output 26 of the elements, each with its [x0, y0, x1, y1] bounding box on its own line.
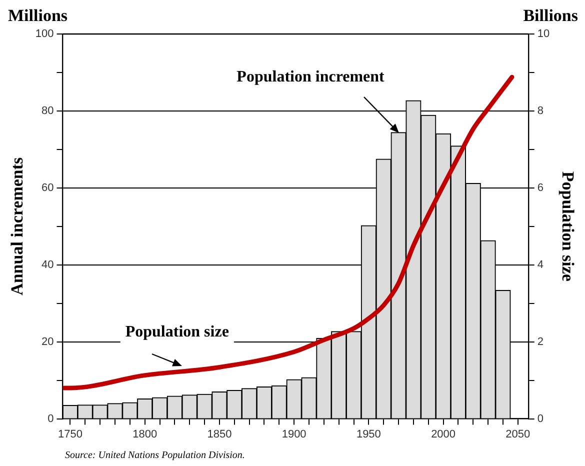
y-tick-label: 100	[35, 28, 54, 40]
y2-axis-title: Population size	[558, 171, 578, 282]
x-tick-label: 1900	[282, 428, 306, 440]
y2-tick-label: 2	[537, 336, 544, 348]
x-tick-label: 1850	[207, 428, 232, 440]
y-axis-title: Annual increments	[8, 156, 27, 296]
y2-tick-label: 0	[537, 412, 544, 425]
y-tick-label: 40	[42, 258, 54, 271]
annotation: Population increment	[236, 68, 386, 86]
y2-tick-label: 6	[537, 182, 544, 194]
x-tick-label: 1750	[58, 428, 82, 440]
x-tick-label: 2050	[506, 428, 530, 440]
y-tick-label: 20	[42, 336, 54, 348]
y2-tick-label: 10	[537, 28, 550, 40]
annotation: Population size	[125, 324, 229, 341]
x-tick-label: 2000	[431, 428, 456, 440]
y-tick-label: 60	[42, 182, 54, 194]
source-note: Source: United Nations Population Division.	[65, 450, 245, 461]
y-tick-label: 0	[48, 412, 54, 425]
y2-tick-label: 8	[537, 104, 544, 117]
y-tick-label: 80	[42, 104, 54, 117]
x-tick-label: 1800	[132, 428, 158, 440]
y2-tick-label: 4	[537, 258, 544, 271]
x-tick-label: 1950	[356, 428, 381, 440]
text: Millions	[8, 6, 68, 25]
text: Billions	[523, 6, 578, 25]
